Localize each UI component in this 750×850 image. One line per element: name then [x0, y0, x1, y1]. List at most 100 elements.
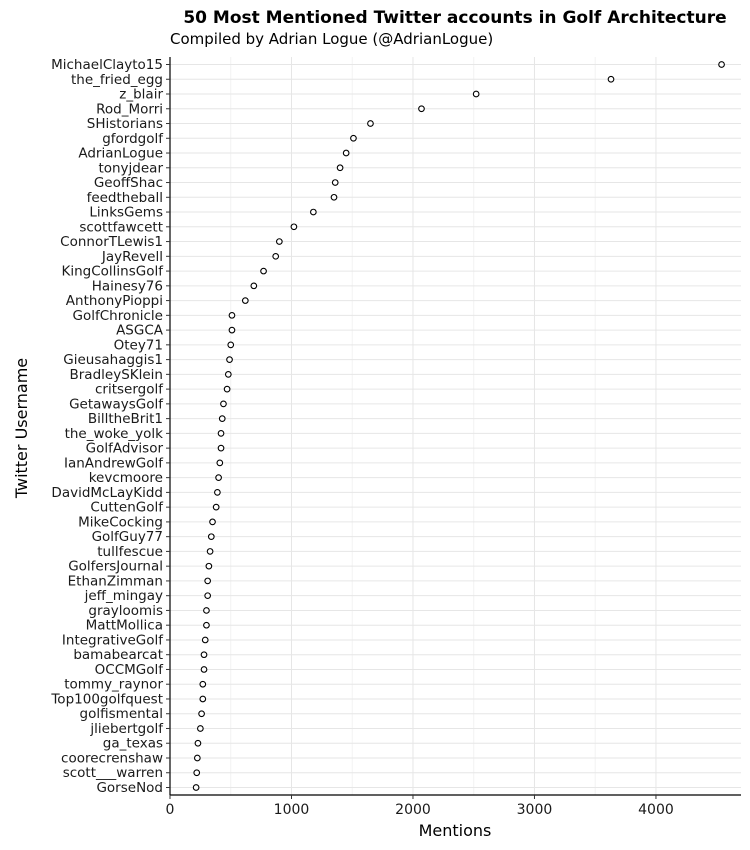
y-tick-label: BradleySKlein	[70, 367, 164, 383]
y-tick-label: Gieusahaggis1	[63, 352, 163, 368]
data-point	[197, 725, 204, 732]
y-tick-label: ASGCA	[116, 323, 164, 339]
data-point	[217, 430, 225, 437]
y-tick-label: Hainesy76	[92, 278, 163, 294]
y-tick-label: grayloomis	[88, 603, 163, 619]
y-tick-label: AdrianLogue	[78, 146, 163, 162]
data-point	[226, 356, 233, 363]
data-point	[215, 474, 222, 481]
y-tick-label: GolfAdvisor	[86, 441, 164, 457]
y-tick-label: MattMollica	[86, 618, 163, 634]
data-point	[192, 784, 200, 791]
data-point	[201, 636, 209, 644]
data-point	[607, 75, 615, 83]
x-tick-label: 0	[166, 802, 175, 818]
y-tick-label: IntegrativeGolf	[62, 632, 164, 648]
chart-title: 50 Most Mentioned Twitter accounts in Go…	[183, 8, 726, 28]
y-axis-title: Twitter Username	[12, 358, 31, 499]
y-tick-label: JayRevell	[101, 249, 163, 265]
x-axis-title: Mentions	[419, 821, 492, 840]
y-tick-label: LinksGems	[89, 205, 163, 221]
x-tick-label: 1000	[274, 802, 310, 818]
y-tick-label: scottfawcett	[79, 219, 163, 235]
x-tick-label: 2000	[395, 802, 431, 818]
y-tick-label: IanAndrewGolf	[64, 455, 164, 471]
data-point	[217, 444, 225, 452]
data-point	[224, 371, 232, 378]
y-tick-label: BilltheBrit1	[88, 411, 163, 427]
data-point	[209, 518, 216, 526]
data-point	[228, 326, 236, 334]
chart-subtitle: Compiled by Adrian Logue (@AdrianLogue)	[170, 30, 493, 48]
y-tick-label: jeff_mingay	[84, 588, 163, 604]
y-tick-label: CuttenGolf	[90, 500, 164, 516]
data-point	[216, 459, 224, 467]
y-tick-label: ConnorTLewis1	[60, 234, 163, 250]
data-point	[250, 282, 258, 290]
y-tick-label: OCCMGolf	[95, 662, 165, 678]
data-point	[472, 90, 480, 98]
data-point	[220, 400, 227, 408]
data-point	[198, 710, 205, 718]
y-tick-label: GorseNod	[96, 780, 163, 796]
y-tick-label: the_fried_egg	[71, 72, 163, 88]
data-point	[330, 193, 338, 201]
data-point	[218, 415, 226, 422]
data-point	[193, 754, 201, 762]
data-point	[228, 311, 236, 319]
y-tick-label: GolfersJournal	[68, 559, 163, 575]
y-tick-label: coorecrenshaw	[61, 750, 163, 766]
data-point	[350, 134, 357, 142]
data-point	[199, 695, 207, 703]
y-tick-label: jliebertgolf	[89, 721, 164, 737]
y-tick-label: gfordgolf	[102, 131, 164, 147]
data-point	[203, 607, 210, 614]
data-point	[223, 385, 231, 393]
data-point	[336, 164, 344, 172]
x-tick-label: 3000	[517, 802, 553, 818]
data-point	[290, 223, 298, 231]
data-point	[204, 577, 212, 585]
y-tick-label: kevcmoore	[89, 470, 163, 486]
y-tick-label: MikeCocking	[78, 514, 163, 530]
data-point	[214, 489, 221, 496]
plot-area: MichaelClayto15the_fried_eggz_blairRod_M…	[50, 57, 741, 818]
data-point	[203, 621, 210, 629]
data-point	[241, 297, 249, 304]
y-tick-label: AnthonyPioppi	[66, 293, 163, 309]
y-tick-label: golfismental	[80, 706, 163, 722]
y-tick-label: GetawaysGolf	[69, 396, 164, 412]
data-point	[310, 208, 317, 216]
data-point	[342, 149, 350, 157]
data-point	[367, 120, 374, 127]
y-tick-label: GolfChronicle	[72, 308, 163, 324]
data-point	[718, 61, 725, 68]
y-tick-label: tullfescue	[97, 544, 163, 560]
y-tick-label: Top100golfquest	[50, 691, 163, 707]
data-point	[207, 533, 215, 541]
y-tick-label: tommy_raynor	[64, 677, 163, 693]
data-point	[275, 238, 283, 245]
data-point	[272, 252, 280, 260]
y-tick-label: the_woke_yolk	[65, 426, 164, 442]
data-point	[212, 503, 220, 511]
data-point	[205, 562, 213, 570]
data-point	[227, 341, 235, 349]
y-tick-label: GolfGuy77	[92, 529, 163, 545]
y-tick-label: bamabearcat	[73, 647, 163, 663]
data-point	[194, 739, 202, 747]
y-tick-label: SHistorians	[87, 116, 163, 132]
y-tick-label: KingCollinsGolf	[62, 264, 165, 280]
y-tick-label: z_blair	[119, 87, 163, 103]
y-tick-label: feedtheball	[87, 190, 163, 206]
data-point	[418, 105, 425, 113]
y-tick-label: critsergolf	[95, 382, 164, 398]
y-tick-label: GeoffShac	[94, 175, 163, 191]
x-tick-label: 4000	[638, 802, 674, 818]
data-point	[204, 592, 212, 600]
data-point	[193, 769, 201, 777]
data-point	[206, 548, 214, 555]
y-tick-label: DavidMcLayKidd	[51, 485, 163, 501]
y-tick-label: Otey71	[114, 337, 163, 353]
y-tick-label: MichaelClayto15	[51, 57, 163, 73]
